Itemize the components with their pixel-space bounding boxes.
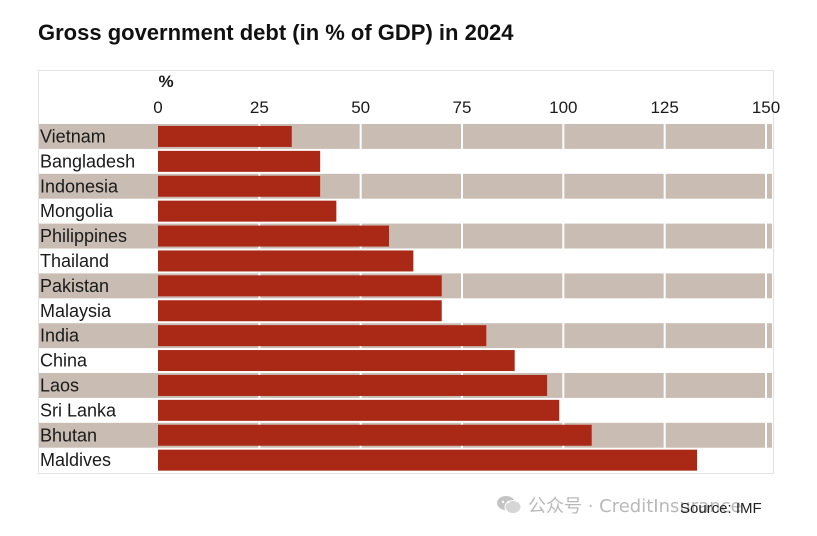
- row-band: [39, 223, 772, 249]
- category-label: Malaysia: [40, 301, 112, 321]
- category-label: Sri Lanka: [40, 400, 117, 420]
- category-label: Vietnam: [40, 126, 106, 146]
- bar: [158, 275, 442, 297]
- bar: [158, 374, 548, 396]
- category-label: Thailand: [40, 251, 109, 271]
- bar: [158, 300, 442, 322]
- bar: [158, 225, 390, 247]
- chart-title: Gross government debt (in % of GDP) in 2…: [38, 20, 514, 45]
- row-band: [39, 173, 772, 199]
- category-label: Philippines: [40, 226, 127, 246]
- bar: [158, 175, 321, 197]
- x-tick-label: 50: [351, 98, 370, 117]
- bar: [158, 250, 414, 272]
- bar: [158, 200, 337, 222]
- category-label: India: [40, 326, 80, 346]
- bar: [158, 125, 292, 147]
- x-tick-label: 100: [549, 98, 577, 117]
- bar: [158, 424, 592, 446]
- x-axis-label: %: [158, 72, 173, 91]
- bar: [158, 399, 560, 421]
- category-label: Bangladesh: [40, 151, 135, 171]
- x-tick-label: 0: [153, 98, 162, 117]
- category-label: Pakistan: [40, 276, 109, 296]
- row-band: [39, 124, 772, 149]
- category-label: Bhutan: [40, 425, 97, 445]
- category-label: Laos: [40, 375, 79, 395]
- wechat-icon: [496, 495, 522, 520]
- x-tick-label: 75: [453, 98, 472, 117]
- bar: [158, 350, 515, 372]
- category-label: Indonesia: [40, 176, 119, 196]
- bar: [158, 150, 321, 172]
- watermark: 公众号 · CreditInsurance: [496, 492, 742, 520]
- x-tick-label: 125: [650, 98, 678, 117]
- category-label: China: [40, 351, 88, 371]
- source-note: Source: IMF: [680, 500, 762, 517]
- bar: [158, 449, 698, 471]
- x-tick-label: 150: [752, 98, 780, 117]
- x-tick-label: 25: [250, 98, 269, 117]
- category-label: Mongolia: [40, 201, 114, 221]
- bar: [158, 325, 487, 347]
- category-label: Maldives: [40, 450, 111, 470]
- watermark-text: 公众号 · CreditInsurance: [528, 496, 742, 517]
